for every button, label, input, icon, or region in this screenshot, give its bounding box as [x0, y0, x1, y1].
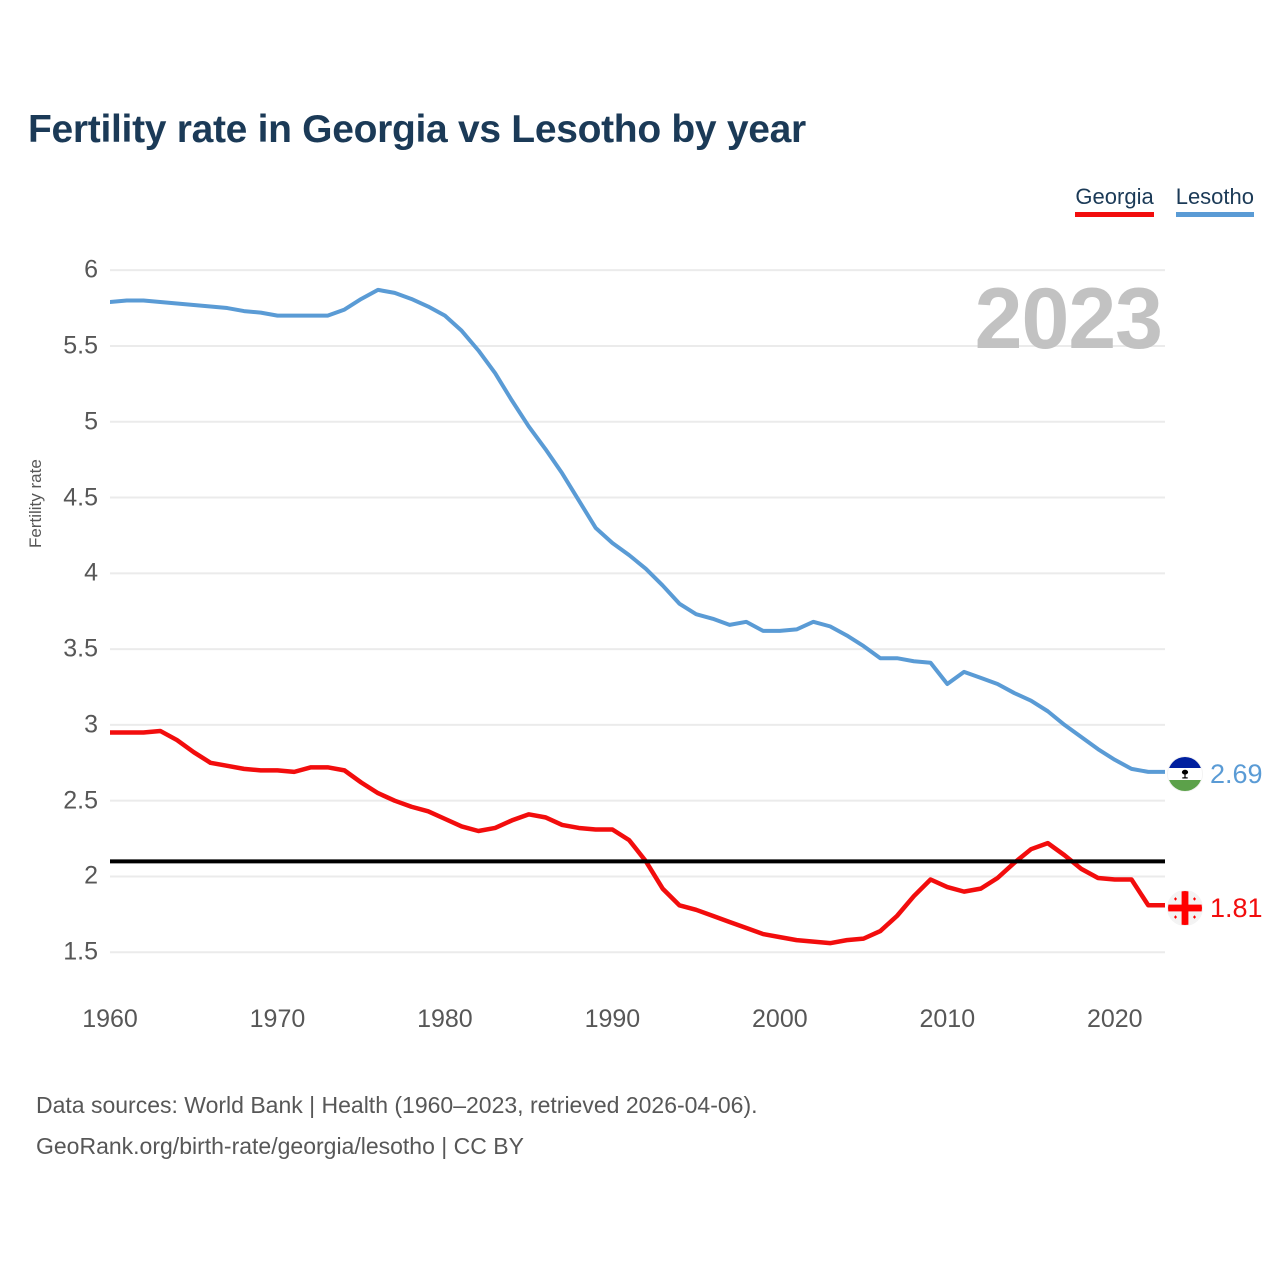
footer-attribution: GeoRank.org/birth-rate/georgia/lesotho |… — [36, 1133, 524, 1159]
y-axis-tick-labels: 1.5 2 2.5 3 3.5 4 4.5 5 5.5 6 — [40, 255, 98, 975]
x-tick-label: 2020 — [1086, 1005, 1143, 1033]
legend-swatch-georgia — [1075, 212, 1154, 217]
y-tick-label: 6 — [84, 255, 98, 284]
end-value-lesotho: 2.69 — [1210, 758, 1263, 789]
chart-legend: Georgia Lesotho — [1075, 184, 1254, 217]
x-tick-label: 2000 — [752, 1005, 808, 1033]
page-title: Fertility rate in Georgia vs Lesotho by … — [28, 108, 806, 151]
y-tick-label: 4 — [84, 558, 98, 587]
end-value-georgia: 1.81 — [1210, 892, 1263, 923]
legend-item-lesotho[interactable]: Lesotho — [1175, 184, 1254, 217]
end-marker-lesotho[interactable]: 2.69 — [1168, 757, 1263, 791]
y-tick-label: 2 — [84, 861, 98, 890]
year-watermark: 2023 — [974, 271, 1163, 367]
series-line-lesotho — [110, 287, 1165, 774]
x-tick-label: 1970 — [249, 1005, 306, 1033]
footer: Data sources: World Bank | Health (1960–… — [36, 1085, 758, 1167]
y-tick-label: 5.5 — [63, 331, 98, 360]
y-tick-label: 5 — [84, 407, 98, 436]
line-chart-svg — [110, 269, 1165, 954]
x-tick-label: 2010 — [919, 1005, 976, 1033]
y-tick-label: 1.5 — [63, 937, 98, 966]
y-tick-label: 4.5 — [63, 483, 98, 512]
legend-label-lesotho: Lesotho — [1175, 184, 1254, 209]
lesotho-flag-icon — [1168, 757, 1202, 791]
y-tick-label: 3 — [84, 710, 98, 739]
georgia-flag-icon — [1168, 891, 1202, 925]
gridlines — [110, 269, 1165, 954]
x-tick-label: 1990 — [584, 1005, 641, 1033]
plot-area — [110, 255, 1165, 975]
x-tick-label: 1960 — [82, 1005, 138, 1033]
y-tick-label: 2.5 — [63, 786, 98, 815]
y-tick-label: 3.5 — [63, 634, 98, 663]
end-marker-georgia[interactable]: 1.81 — [1168, 891, 1263, 925]
series-line-georgia — [110, 728, 1165, 946]
legend-item-georgia[interactable]: Georgia — [1075, 184, 1154, 217]
footer-data-sources: Data sources: World Bank | Health (1960–… — [36, 1092, 758, 1118]
legend-swatch-lesotho — [1175, 212, 1254, 217]
x-tick-label: 1980 — [417, 1005, 473, 1033]
legend-label-georgia: Georgia — [1075, 184, 1154, 209]
x-axis-tick-labels: 1960 1970 1980 1990 2000 2010 2020 — [82, 1005, 1165, 1045]
